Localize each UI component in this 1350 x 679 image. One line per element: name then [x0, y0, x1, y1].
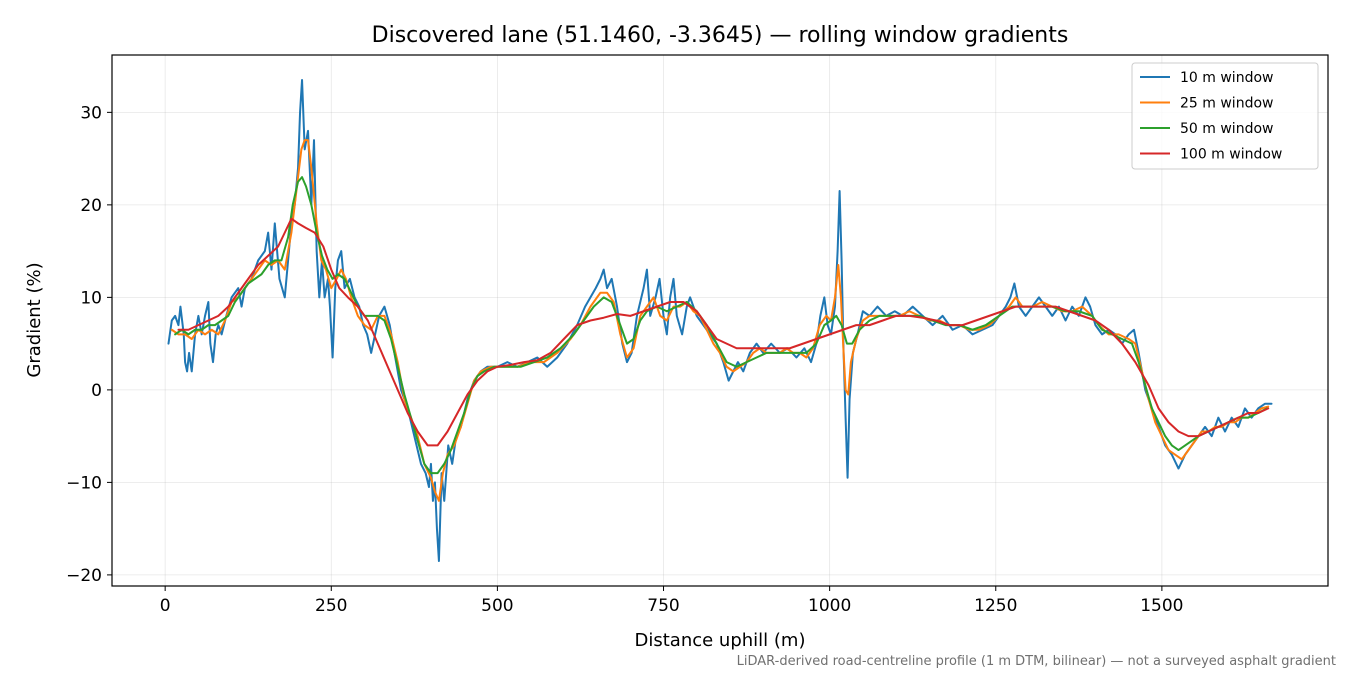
x-tick-label: 0 — [160, 596, 171, 616]
series-line-3 — [174, 176, 1268, 475]
y-tick-label: 0 — [91, 381, 102, 401]
legend-label: 10 m window — [1180, 70, 1273, 86]
y-tick-label: 30 — [80, 103, 102, 123]
legend-label: 50 m window — [1180, 121, 1273, 137]
legend-box — [1131, 62, 1319, 170]
y-tick-label: 20 — [80, 196, 102, 216]
legend-label: 100 m window — [1180, 147, 1282, 163]
legend: 10 m window 25 m window 50 m window 100 m w… — [1131, 62, 1319, 170]
grid-lines — [112, 55, 1328, 586]
x-tick-label: 1000 — [808, 596, 851, 616]
axis-ticks: 0 250 500 750 1000 1250 1500 −20 −10 0 10 20 30 — [66, 103, 1183, 616]
x-tick-label: 500 — [481, 596, 513, 616]
x-axis-label: Distance uphill (m) — [635, 630, 806, 651]
x-tick-label: 750 — [647, 596, 679, 616]
plot-area-frame — [111, 54, 1329, 587]
y-axis-label: Gradient (%) — [24, 262, 45, 377]
y-tick-label: −10 — [66, 473, 102, 493]
y-tick-label: 10 — [80, 288, 102, 308]
series-lines — [167, 78, 1273, 563]
legend-label: 25 m window — [1180, 96, 1273, 112]
footnote: LiDAR-derived road-centreline profile (1… — [737, 654, 1336, 669]
series-line-4 — [177, 217, 1270, 447]
chart-title: Discovered lane (51.1460, -3.3645) — rol… — [372, 23, 1069, 48]
y-tick-label: −20 — [66, 566, 102, 586]
x-tick-label: 1500 — [1140, 596, 1183, 616]
x-tick-label: 250 — [315, 596, 347, 616]
x-tick-label: 1250 — [974, 596, 1017, 616]
